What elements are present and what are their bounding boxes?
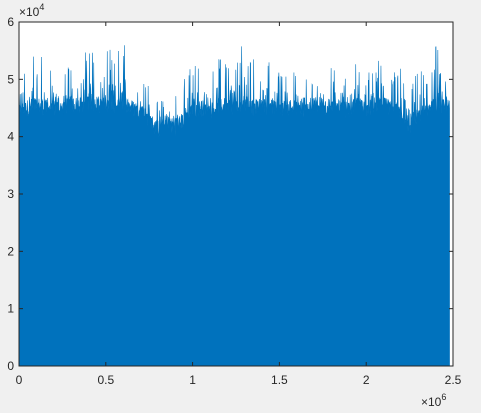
x-tick-label: 0 <box>16 373 23 387</box>
axis-tick-labels: 0 0.5 1 1.5 2 2.5 0 1 2 3 4 5 6 <box>7 15 461 387</box>
x-tick-label: 2.5 <box>445 373 462 387</box>
x-tick-label: 2 <box>363 373 370 387</box>
signal-area <box>18 45 450 367</box>
y-tick-label: 5 <box>7 72 14 86</box>
y-axis-exponent: ×104 <box>19 2 44 19</box>
data-series <box>18 45 450 367</box>
y-tick-label: 1 <box>7 302 14 316</box>
y-tick-label: 3 <box>7 187 14 201</box>
y-tick-label: 4 <box>7 130 14 144</box>
y-tick-label: 2 <box>7 244 14 258</box>
y-tick-label: 0 <box>7 359 14 373</box>
x-axis-exponent-power: 6 <box>441 392 446 402</box>
x-tick-label: 1 <box>189 373 196 387</box>
x-axis-exponent: ×106 <box>421 392 446 409</box>
x-axis-exponent-base: ×10 <box>421 395 442 409</box>
axis-ticks <box>18 21 454 367</box>
x-tick-label: 1.5 <box>271 373 288 387</box>
y-tick-label: 6 <box>7 15 14 29</box>
y-axis-exponent-base: ×10 <box>19 5 40 19</box>
x-tick-label: 0.5 <box>97 373 114 387</box>
y-axis-exponent-power: 4 <box>39 2 44 12</box>
